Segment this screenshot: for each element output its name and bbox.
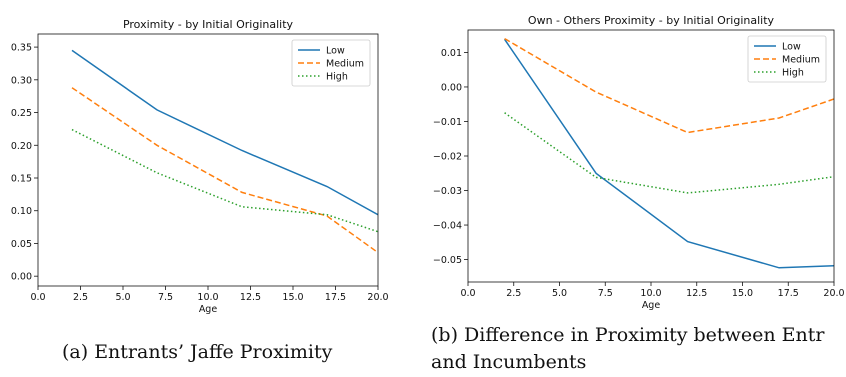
chart-a-legend-label-medium: Medium (326, 59, 364, 70)
chart-a-legend-label-high: High (326, 72, 348, 83)
chart-b-ytick-label: 0.01 (441, 48, 462, 59)
chart-a-ytick-label: 0.10 (11, 206, 32, 217)
chart-b-frame (467, 29, 835, 283)
caption-b-line1: (b) Difference in Proximity between Entr (431, 324, 825, 346)
chart-b-xlabel: Age (642, 300, 661, 311)
chart-b-legend-label-high: High (782, 68, 804, 79)
caption-a: (a) Entrants’ Jaffe Proximity (62, 341, 333, 363)
chart-b-ytick-label: −0.03 (433, 186, 462, 197)
chart-a-ytick-label: 0.30 (11, 75, 32, 86)
chart-b-xtick-label: 5.0 (552, 288, 567, 299)
chart-b-xtick-label: 12.5 (686, 288, 707, 299)
chart-b-legend-box (747, 35, 827, 83)
chart-a-xtick-label: 17.5 (325, 292, 346, 303)
chart-a-ytick-label: 0.15 (11, 174, 32, 185)
chart-b-series-high (504, 112, 834, 194)
chart-b-ytick-label: −0.01 (433, 117, 462, 128)
chart-a-xtick-label: 12.5 (240, 292, 261, 303)
chart-a-legend-label-low: Low (326, 46, 345, 57)
chart-a-ytick-label: 0.20 (11, 141, 32, 152)
chart-b-ytick-label: 0.00 (441, 82, 462, 93)
chart-a-ytick-label: 0.00 (11, 272, 32, 283)
chart-b-xtick-label: 10.0 (640, 288, 661, 299)
chart-a-xtick-label: 15.0 (282, 292, 303, 303)
chart-b-legend-label-medium: Medium (782, 55, 820, 66)
chart-a-xtick-label: 0.0 (30, 292, 45, 303)
chart-a-legend: Low Medium High (291, 39, 371, 87)
chart-a: Proximity - by Initial Originality 0.0 2.5… (11, 18, 389, 315)
chart-a-frame (37, 33, 379, 287)
chart-a-ytick-label: 0.05 (11, 239, 32, 250)
chart-b-series-low (503, 38, 834, 269)
chart-a-ytick-label: 0.25 (11, 108, 32, 119)
chart-b-xtick-label: 20.0 (823, 288, 844, 299)
chart-b-ytick-label: −0.04 (433, 221, 462, 232)
chart-a-ytick-label: 0.35 (11, 43, 32, 54)
chart-a-xtick-label: 2.5 (73, 292, 88, 303)
chart-b-legend-label-low: Low (782, 42, 801, 53)
chart-b-legend: Low Medium High (747, 35, 827, 83)
chart-b-xtick-label: 2.5 (506, 288, 521, 299)
chart-a-xlabel: Age (199, 304, 218, 315)
caption-b-line2: and Incumbents (431, 351, 587, 373)
chart-a-series-medium (71, 87, 378, 254)
chart-a-title: Proximity - by Initial Originality (123, 18, 294, 31)
chart-b-xtick-label: 17.5 (778, 288, 799, 299)
chart-a-xtick-label: 10.0 (197, 292, 218, 303)
chart-b-title: Own - Others Proximity - by Initial Orig… (528, 14, 775, 27)
chart-b-series-medium (504, 37, 834, 134)
chart-b-ytick-label: −0.05 (433, 255, 462, 266)
chart-b-xtick-label: 0.0 (460, 288, 475, 299)
chart-a-series-low (71, 49, 378, 216)
chart-b-xtick-label: 15.0 (732, 288, 753, 299)
chart-a-xtick-label: 7.5 (158, 292, 173, 303)
chart-b-xtick-label: 7.5 (598, 288, 613, 299)
chart-b-ytick-label: −0.02 (433, 152, 462, 163)
chart-b: Own - Others Proximity - by Initial Orig… (433, 14, 845, 311)
chart-a-xtick-label: 20.0 (367, 292, 388, 303)
chart-a-legend-box (291, 39, 371, 87)
caption-b: (b) Difference in Proximity between Entr… (431, 322, 824, 376)
chart-a-series-high (71, 128, 378, 233)
chart-a-xtick-label: 5.0 (115, 292, 130, 303)
